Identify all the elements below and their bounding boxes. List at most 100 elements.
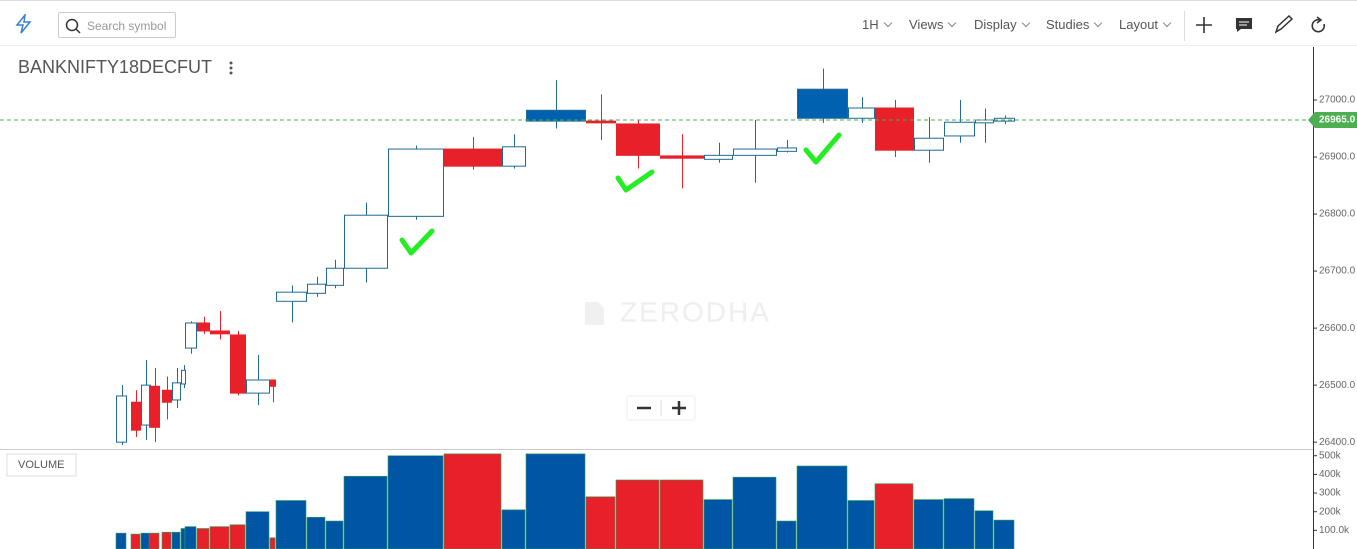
volume-bar — [245, 511, 270, 549]
check-mark — [399, 228, 435, 256]
volume-bar — [161, 531, 172, 549]
check-mark — [615, 169, 655, 193]
candle-body — [586, 120, 616, 124]
volume-bar — [776, 520, 797, 549]
volume-label-box — [6, 453, 77, 477]
volume-bar — [703, 499, 733, 549]
y-tick-label: 26500.0 — [1319, 380, 1356, 391]
candle-body — [185, 322, 197, 349]
candle-body — [777, 147, 797, 152]
tool-icons[interactable] — [1194, 15, 1334, 35]
candle-body — [162, 389, 172, 403]
candle-body — [704, 154, 733, 160]
y-tick-label: 26900.0 — [1319, 152, 1356, 163]
candle-body — [149, 385, 160, 428]
candle-body — [326, 267, 344, 286]
candle-body — [307, 283, 326, 294]
volume-tick-label: 400k — [1319, 469, 1342, 480]
volume-bar — [196, 528, 210, 549]
symbol-title: BANKNIFTY18DECFUT — [18, 57, 212, 77]
candle-body — [975, 119, 994, 124]
logo-icon[interactable] — [14, 14, 34, 34]
volume-bar — [306, 516, 326, 549]
candle-body — [914, 137, 944, 151]
chart: BANKNIFTY18DECFUT ZERODHA 26400.0 26500.0… — [0, 47, 1357, 549]
last-price-tag — [1308, 111, 1357, 128]
volume-tick-label: 100.0k — [1319, 525, 1350, 536]
separator — [1184, 11, 1185, 41]
candle-body — [660, 155, 704, 159]
display-menu[interactable]: Display — [974, 17, 1029, 32]
last-price-label: 26965.0 — [1319, 115, 1356, 126]
volume-bar — [115, 532, 127, 549]
annotations — [399, 132, 842, 256]
candle-body — [172, 382, 181, 401]
candle-body — [444, 148, 502, 167]
candle-body — [526, 109, 586, 122]
volume-bar — [659, 479, 704, 549]
candle-body — [944, 121, 975, 137]
candle-body — [131, 401, 141, 431]
watermark-logo — [585, 302, 604, 325]
zoom-in[interactable] — [672, 401, 686, 415]
volume-bar — [184, 526, 197, 549]
candle-body — [197, 322, 210, 332]
volume-bar — [443, 453, 502, 549]
volume-bar — [343, 475, 388, 549]
volume-bar — [209, 526, 230, 549]
volume-bar — [130, 533, 141, 549]
volume-label: VOLUME — [18, 459, 64, 471]
zoom-controls — [626, 395, 696, 421]
volume-bar — [615, 479, 660, 549]
menu-dot — [229, 71, 233, 75]
search-box[interactable]: Search symbol — [58, 12, 176, 38]
volume-bar — [993, 519, 1015, 549]
volume-bar — [387, 455, 444, 549]
volume-bar — [525, 453, 586, 549]
volume-bar — [732, 476, 777, 549]
search-placeholder: Search symbol — [87, 19, 167, 33]
volume-bar — [229, 524, 246, 549]
interval-menu[interactable]: 1H — [862, 17, 891, 32]
studies-menu[interactable]: Studies — [1046, 17, 1101, 32]
menu-dot[interactable] — [229, 61, 233, 65]
menu-dot — [229, 66, 233, 70]
volume-bar — [180, 528, 186, 549]
volume-bar — [796, 465, 848, 549]
y-tick-label: 26700.0 — [1319, 266, 1356, 277]
volume-bar — [148, 532, 160, 549]
candle-body — [270, 379, 276, 387]
volume-tick-label: 500k — [1319, 450, 1342, 461]
candle-body — [210, 330, 230, 335]
volume-bar — [501, 509, 526, 549]
watermark: ZERODHA — [620, 296, 771, 327]
candle-body — [616, 123, 660, 156]
candle-body — [797, 88, 848, 119]
layout-menu[interactable]: Layout — [1119, 17, 1170, 32]
y-tick-label: 26400.0 — [1319, 437, 1356, 448]
check-mark — [803, 132, 842, 165]
y-tick-label: 26800.0 — [1319, 209, 1356, 220]
candle-body — [181, 369, 186, 385]
candle-body — [230, 334, 246, 394]
toolbar: Search symbol 1H Views Display Studies L… — [0, 0, 1357, 46]
volume-bar — [585, 496, 616, 549]
y-tick-label: 27000.0 — [1319, 95, 1356, 106]
candle-body — [116, 395, 127, 443]
candle-body — [875, 107, 914, 151]
volume-bar — [140, 532, 151, 549]
volume-bar — [913, 499, 944, 549]
volume-bar — [171, 531, 181, 549]
volume-tick-label: 200k — [1319, 506, 1342, 517]
search-icon — [65, 18, 81, 34]
candle-body — [848, 107, 875, 119]
candle-body — [502, 146, 526, 167]
volume-tick-label: 300k — [1319, 488, 1342, 499]
volume-bar — [847, 500, 875, 549]
views-menu[interactable]: Views — [909, 17, 955, 32]
candle-body — [344, 214, 388, 269]
volume-bar — [325, 520, 344, 549]
volume-bar — [275, 500, 307, 549]
candle-body — [276, 291, 307, 302]
